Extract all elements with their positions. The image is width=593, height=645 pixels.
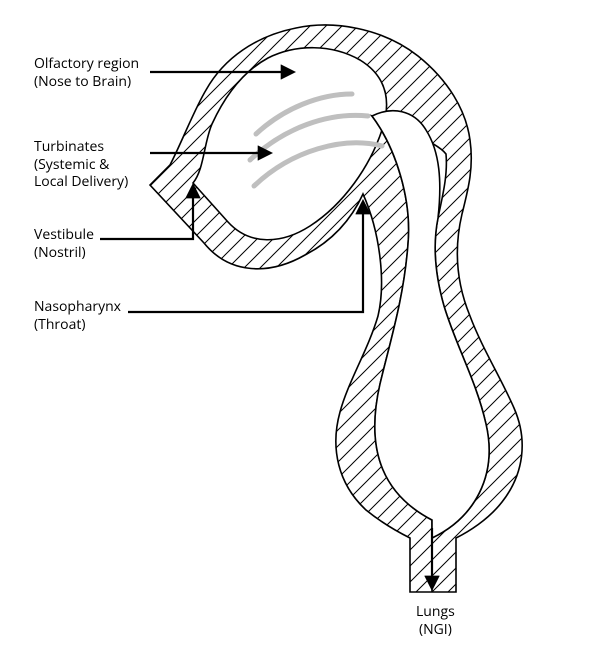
label-lungs: Lungs (NGI) [416, 603, 455, 638]
label-nasopharynx-line2: (Throat) [34, 315, 85, 334]
label-turbinates-line3: Local Delivery) [34, 172, 128, 191]
label-vestibule: Vestibule (Nostril) [34, 226, 94, 261]
label-olfactory: Olfactory region (Nose to Brain) [34, 55, 139, 90]
label-nasopharynx-line1: Nasopharynx [34, 297, 121, 316]
label-turbinates-line2: (Systemic & [34, 155, 109, 174]
label-vestibule-line1: Vestibule [34, 225, 94, 244]
label-vestibule-line2: (Nostril) [34, 243, 86, 262]
label-olfactory-line2: (Nose to Brain) [34, 72, 131, 91]
label-nasopharynx: Nasopharynx (Throat) [34, 298, 121, 333]
label-turbinates: Turbinates (Systemic & Local Delivery) [34, 138, 128, 191]
label-olfactory-line1: Olfactory region [34, 54, 139, 73]
label-lungs-line2: (NGI) [419, 620, 452, 639]
label-turbinates-line1: Turbinates [34, 137, 104, 156]
label-lungs-line1: Lungs [416, 602, 455, 621]
